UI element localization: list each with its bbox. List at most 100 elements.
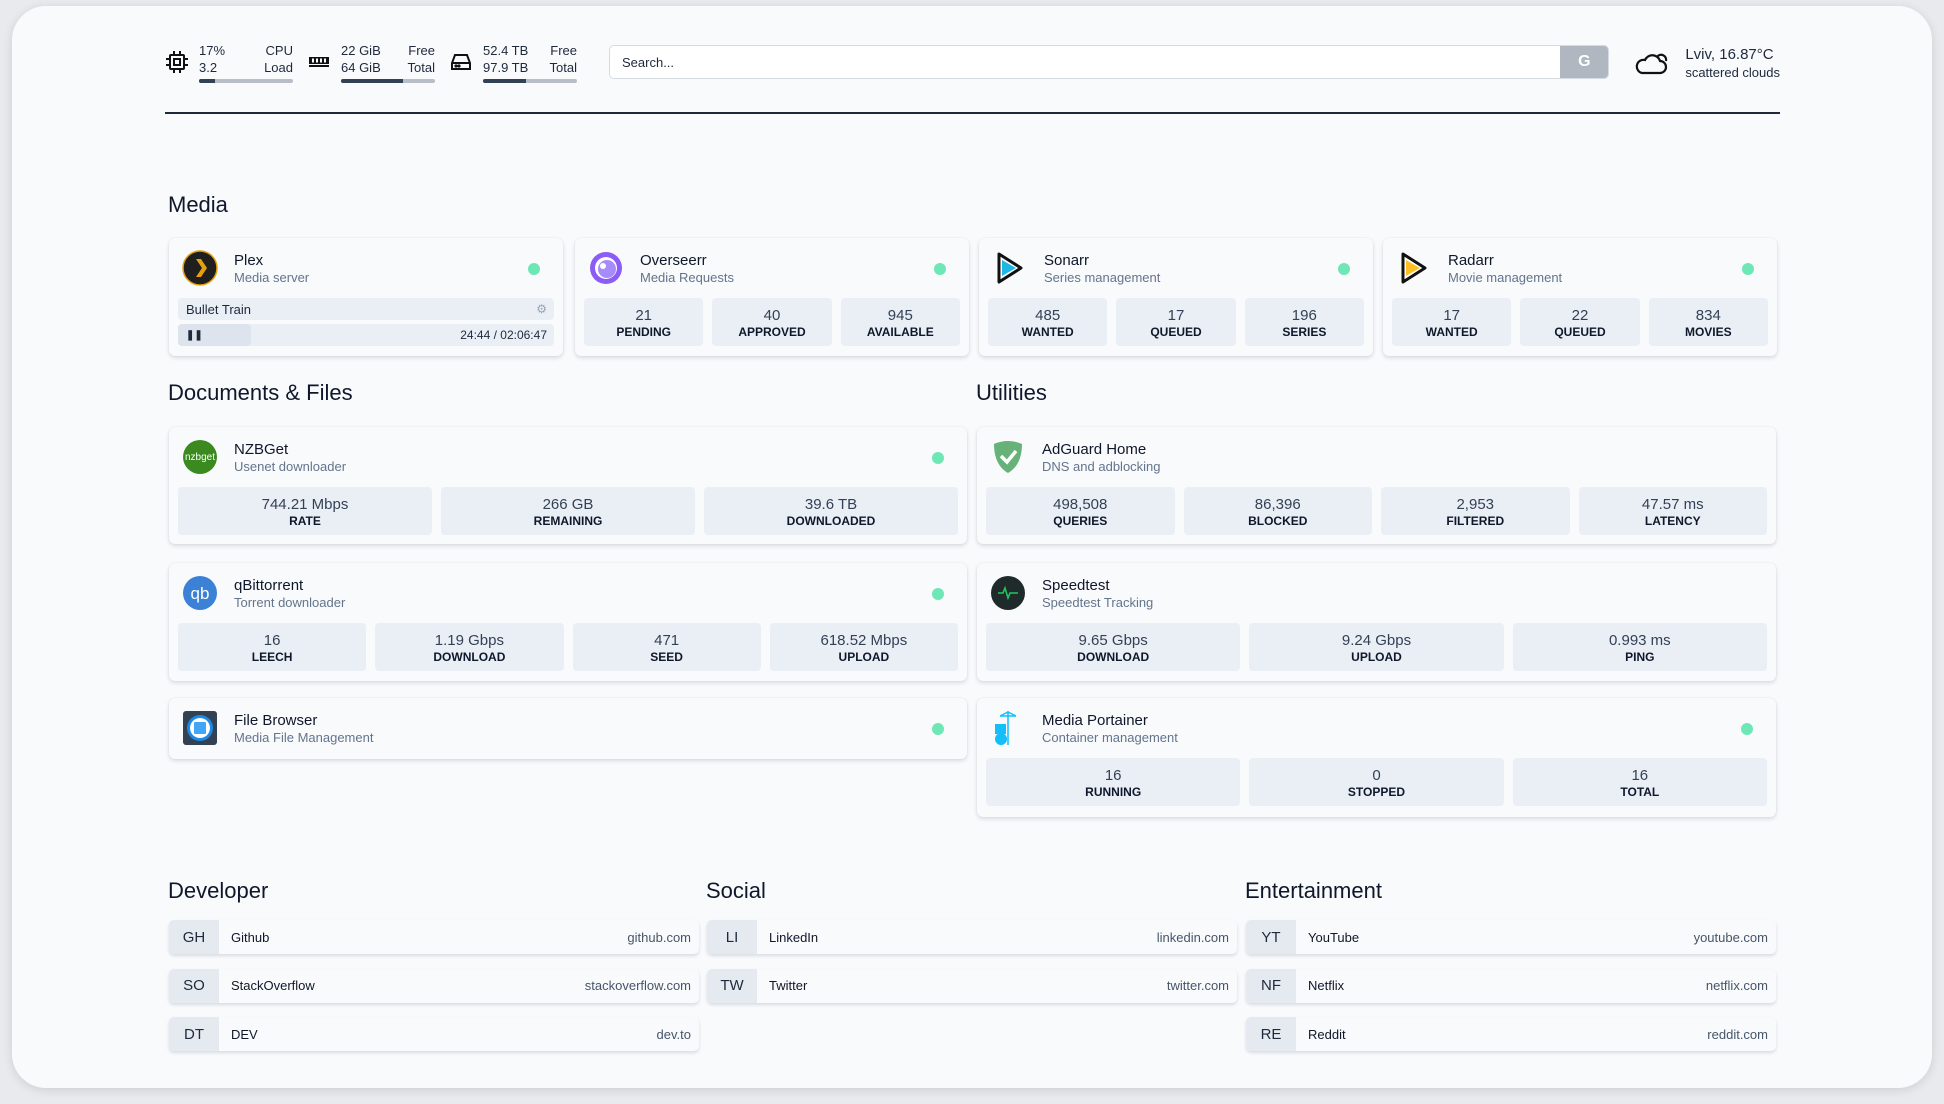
stat-label: QUEUED (1554, 324, 1606, 339)
stat-value: 47.57 ms (1641, 495, 1704, 513)
header-divider (165, 112, 1780, 114)
bookmark-name: YouTube (1308, 929, 1360, 945)
bookmark-name: Twitter (769, 978, 808, 993)
nzbget-icon: nzbget (183, 440, 217, 474)
service-card-qbittorrent[interactable]: qb qBittorrent Torrent downloader 16 LEECH 1.… (169, 563, 967, 681)
bookmark-abbr: LI (707, 920, 757, 954)
status-dot (932, 588, 944, 600)
bookmark-reddit[interactable]: RE Reddit reddit.com (1246, 1017, 1776, 1051)
stat-label: DOWNLOADED (786, 513, 876, 528)
playback-progress[interactable] (178, 324, 252, 346)
file-browser-icon (183, 711, 217, 745)
stat-label: RATE (289, 513, 321, 528)
search-box: G (609, 45, 1610, 79)
disk-free: 52.4 TB (483, 42, 529, 58)
stat-value: 40 (763, 306, 781, 324)
service-name: Overseerr (640, 252, 707, 269)
stat-available: 945 AVAILABLE (840, 298, 960, 346)
section-title-utilities: Utilities (976, 380, 1047, 405)
service-name: AdGuard Home (1042, 441, 1147, 458)
service-card-adguard-home[interactable]: AdGuard Home DNS and adblocking 498,508 QUE… (977, 427, 1776, 544)
stats-row: 21 PENDING 40 APPROVED 945 AVAILABLE (584, 298, 960, 346)
stat-label: RUNNING (1085, 784, 1142, 799)
stat-value: 196 (1291, 306, 1317, 324)
stat-queries: 498,508 QUERIES (986, 487, 1175, 535)
stat-label: BLOCKED (1248, 513, 1308, 528)
playback-time: 24:44 / 02:06:47 (460, 328, 547, 342)
service-description: Series management (1044, 270, 1161, 285)
overseerr-icon (590, 252, 622, 284)
status-dot (932, 452, 944, 464)
stats-row: 485 WANTED 17 QUEUED 196 SERIES (988, 298, 1364, 346)
cpu-load: 3.2 (199, 59, 218, 75)
stat-label: AVAILABLE (866, 324, 934, 339)
stat-value: 22 (1571, 306, 1589, 324)
stat-label: DOWNLOAD (1077, 649, 1150, 664)
bookmark-name: Reddit (1308, 1026, 1346, 1042)
service-card-file-browser[interactable]: File Browser Media File Management (169, 698, 967, 759)
stat-value: 744.21 Mbps (261, 495, 349, 513)
search-input[interactable] (610, 54, 1561, 70)
bookmark-abbr: TW (707, 968, 757, 1003)
service-card-plex[interactable]: Plex Media server Bullet Train ⚙ ❚❚ 24:44 /… (169, 238, 563, 356)
stat-value: 1.19 Gbps (434, 631, 504, 649)
stat-pending: 21 PENDING (584, 298, 704, 346)
bookmark-youtube[interactable]: YT YouTube youtube.com (1246, 920, 1776, 954)
bookmark-stackoverflow[interactable]: SO StackOverflow stackoverflow.com (169, 968, 699, 1003)
status-dot (932, 723, 944, 735)
stat-value: 17 (1167, 306, 1185, 324)
pause-icon[interactable]: ❚❚ (186, 329, 203, 341)
stat-label: QUERIES (1053, 513, 1108, 528)
bookmark-url: twitter.com (1166, 978, 1229, 993)
bookmark-name: Netflix (1308, 978, 1345, 993)
service-description: Usenet downloader (234, 459, 347, 474)
bookmark-url: dev.to (656, 1026, 691, 1042)
stat-value: 0 (1372, 766, 1381, 784)
stat-label: LATENCY (1644, 513, 1701, 528)
stats-row: 744.21 Mbps RATE 266 GB REMAINING 39.6 TB DOW… (178, 487, 958, 535)
bookmark-netflix[interactable]: NF Netflix netflix.com (1246, 968, 1776, 1003)
bookmark-abbr: RE (1246, 1017, 1296, 1051)
bookmark-name: StackOverflow (231, 978, 315, 993)
search-provider-button[interactable]: G (1560, 46, 1609, 78)
stat-value: 16 (263, 631, 281, 649)
stat-label: LEECH (251, 649, 293, 664)
service-card-speedtest[interactable]: Speedtest Speedtest Tracking 9.65 Gbps DOWN… (977, 563, 1776, 681)
service-card-overseerr[interactable]: Overseerr Media Requests 21 PENDING 40 APPROV… (575, 238, 969, 356)
bookmark-url: linkedin.com (1156, 929, 1229, 945)
service-card-media-portainer[interactable]: Media Portainer Container management 16 RUN… (977, 698, 1776, 817)
stat-movies: 834 MOVIES (1648, 298, 1768, 346)
bookmark-name: Github (231, 929, 270, 945)
stat-wanted: 485 WANTED (988, 298, 1108, 346)
stat-remaining: 266 GB REMAINING (441, 487, 695, 535)
stat-stopped: 0 STOPPED (1249, 758, 1504, 806)
service-card-radarr[interactable]: Radarr Movie management 17 WANTED 22 QUEUED 83… (1383, 238, 1777, 356)
bookmark-group-title: Social (706, 878, 766, 903)
bookmark-github[interactable]: GH Github github.com (169, 920, 699, 954)
status-dot (1338, 263, 1350, 275)
service-card-nzbget[interactable]: nzbget NZBGet Usenet downloader 744.21 Mbps… (169, 427, 967, 544)
stat-value: 9.24 Gbps (1341, 631, 1412, 649)
status-dot (1741, 723, 1753, 735)
stat-label: FILTERED (1446, 513, 1505, 528)
sonarr-icon (997, 252, 1023, 284)
memory-free: 22 GiB (341, 42, 381, 58)
bookmark-twitter[interactable]: TW Twitter twitter.com (707, 968, 1237, 1003)
bookmark-linkedin[interactable]: LI LinkedIn linkedin.com (707, 920, 1237, 954)
stat-value: 86,396 (1254, 495, 1301, 513)
stat-value: 2,953 (1456, 495, 1495, 513)
service-name: Radarr (1448, 252, 1494, 269)
header: 17% CPU 3.2 Load 22 GiB Free 64 GiB Total 52… (165, 40, 1780, 84)
bookmark-dev[interactable]: DT DEV dev.to (169, 1017, 699, 1051)
stat-filtered: 2,953 FILTERED (1381, 487, 1570, 535)
stat-label: MOVIES (1684, 324, 1732, 339)
stat-queued: 22 QUEUED (1520, 298, 1640, 346)
service-card-sonarr[interactable]: Sonarr Series management 485 WANTED 17 QUEUED… (979, 238, 1373, 356)
settings-icon[interactable]: ⚙ (536, 302, 547, 316)
weather-description: scattered clouds (1685, 64, 1780, 80)
service-description: Media Requests (640, 270, 734, 285)
weather-widget[interactable]: Lviv, 16.87°C scattered clouds (1635, 45, 1780, 80)
stat-value: 945 (887, 306, 913, 324)
bookmark-abbr: YT (1246, 920, 1296, 954)
bookmark-name: LinkedIn (769, 929, 819, 945)
